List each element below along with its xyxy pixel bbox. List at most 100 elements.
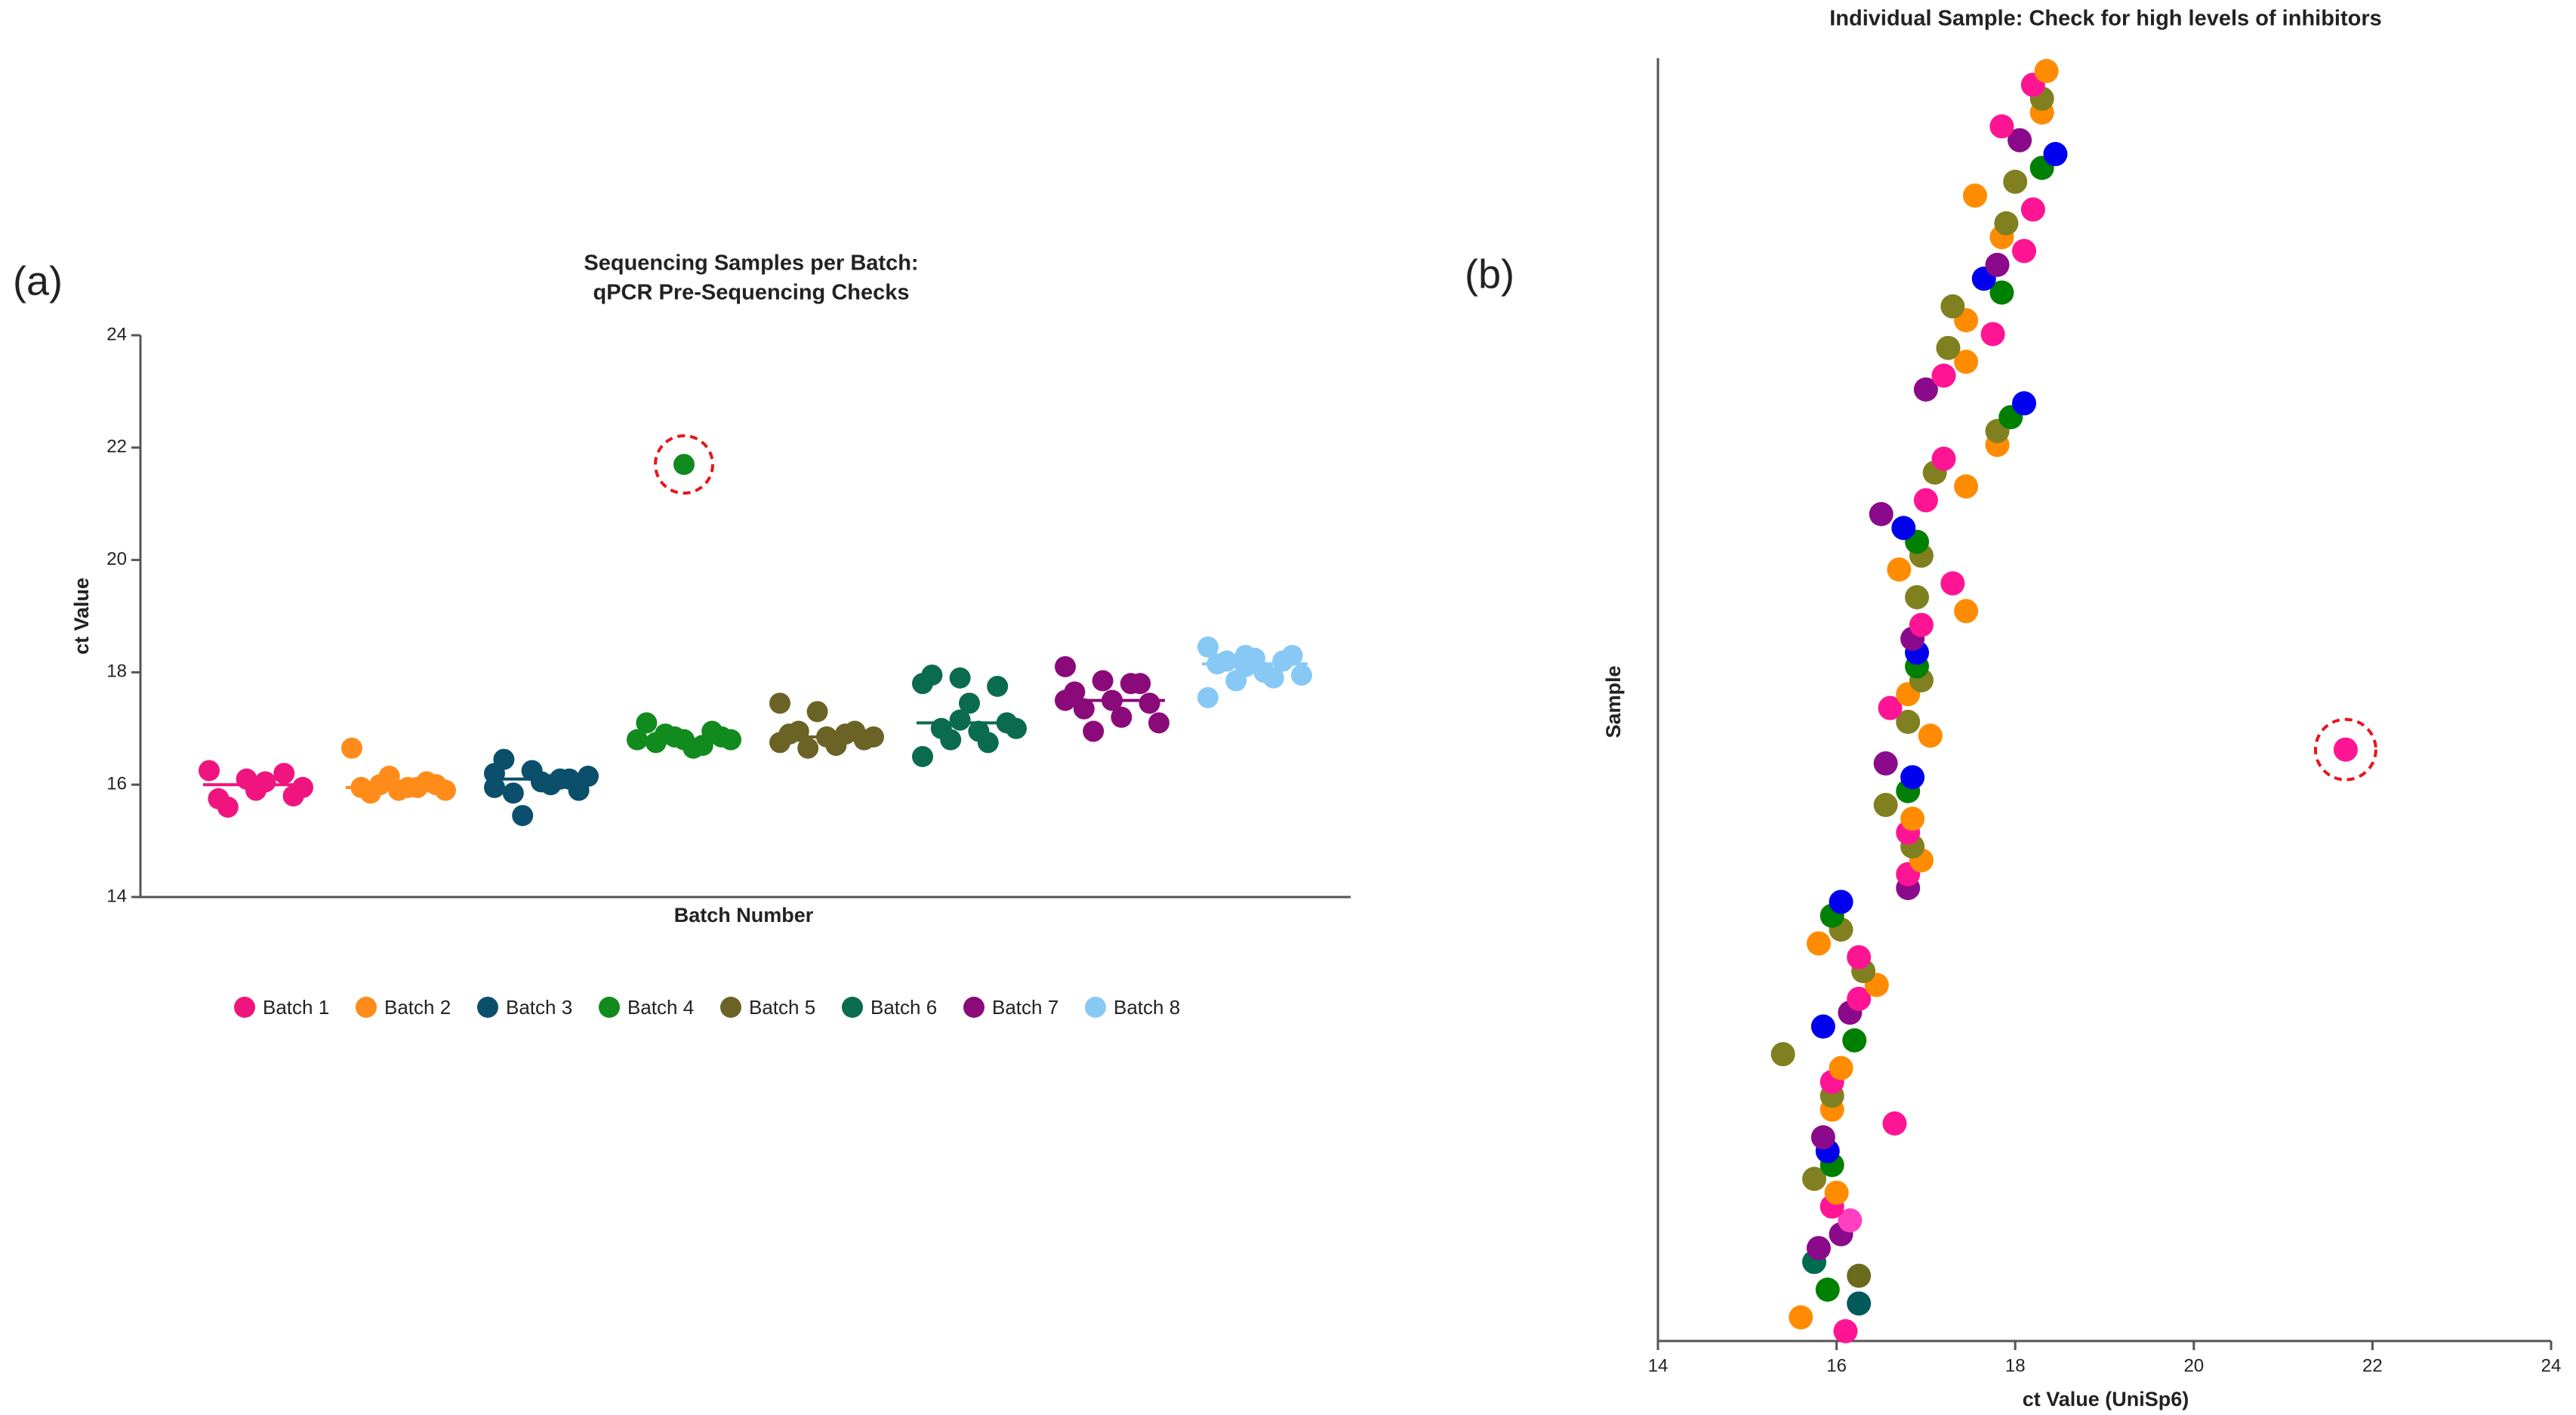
data-point <box>1789 1305 1813 1330</box>
highlight-ring <box>654 434 714 495</box>
data-point <box>1810 1125 1835 1150</box>
data-point <box>1838 1208 1863 1233</box>
data-point <box>273 763 295 785</box>
data-point <box>1055 689 1076 711</box>
data-point <box>1111 706 1132 728</box>
data-point <box>1918 723 1943 748</box>
data-point <box>977 732 999 754</box>
x-tick-label: 16 <box>1826 1355 1847 1376</box>
legend-swatch <box>234 997 255 1018</box>
legend-label: Batch 2 <box>384 996 451 1019</box>
x-axis-label: ct Value (UniSp6) <box>2023 1388 2189 1410</box>
data-point <box>1873 751 1898 776</box>
data-point <box>1954 599 1979 624</box>
data-point <box>2003 169 2028 194</box>
data-point <box>1148 712 1169 734</box>
legend-swatch <box>477 997 498 1018</box>
data-point <box>1882 1111 1907 1136</box>
x-tick-label: 22 <box>2362 1355 2383 1376</box>
data-point <box>1842 1028 1867 1053</box>
data-point <box>493 748 515 770</box>
data-point <box>1847 986 1872 1011</box>
data-point <box>1847 945 1872 970</box>
data-point <box>1847 1291 1872 1316</box>
data-point <box>1913 377 1938 402</box>
data-point <box>769 692 790 714</box>
data-point <box>1954 474 1979 499</box>
data-point <box>578 766 599 788</box>
data-point <box>292 776 313 798</box>
data-point <box>673 454 695 476</box>
data-point <box>636 712 658 734</box>
y-axis-label: Sample <box>1602 665 1625 738</box>
data-point <box>2034 59 2059 83</box>
data-point <box>1139 692 1160 714</box>
data-point <box>1197 686 1219 708</box>
data-point <box>217 796 239 818</box>
y-tick-label: 18 <box>106 661 127 682</box>
data-point <box>1083 720 1105 742</box>
data-point <box>787 720 809 742</box>
chart-title: Sequencing Samples per Batch: <box>584 251 918 276</box>
data-point <box>769 732 790 754</box>
data-point <box>1900 806 1925 831</box>
data-point <box>959 692 980 714</box>
data-point <box>2043 142 2068 167</box>
y-axis-label: ct Value <box>70 578 93 655</box>
data-point <box>406 776 428 798</box>
data-point <box>1878 695 1903 720</box>
data-point <box>1931 363 1956 388</box>
data-point <box>1873 793 1898 818</box>
data-point <box>1073 698 1095 720</box>
legend-label: Batch 7 <box>992 996 1058 1019</box>
data-point <box>2012 391 2037 416</box>
legend-swatch <box>842 997 863 1018</box>
data-point <box>1291 664 1312 686</box>
panel-label: (b) <box>1465 251 1514 297</box>
data-point <box>1936 335 1961 360</box>
data-point <box>1006 717 1027 739</box>
y-tick-label: 16 <box>106 774 127 794</box>
data-point <box>1833 1319 1858 1343</box>
data-point <box>1092 670 1114 692</box>
data-point <box>1829 889 1853 914</box>
data-point <box>2007 128 2032 153</box>
data-point <box>1980 322 2005 347</box>
data-point <box>2333 737 2358 762</box>
legend-swatch <box>1085 997 1106 1018</box>
data-point <box>1262 667 1284 689</box>
x-tick-label: 18 <box>2005 1355 2026 1376</box>
data-point <box>1891 516 1916 541</box>
data-point <box>2020 197 2045 222</box>
data-point <box>1197 636 1219 658</box>
data-point <box>1824 1180 1849 1205</box>
x-tick-label: 14 <box>1648 1355 1669 1376</box>
data-point <box>627 729 648 751</box>
panel-label: (a) <box>13 258 63 304</box>
legend-swatch <box>599 997 620 1018</box>
data-point <box>435 779 456 801</box>
data-point <box>199 760 220 781</box>
data-point <box>921 664 943 686</box>
data-point <box>1989 280 2014 305</box>
data-point <box>1055 655 1076 677</box>
data-point <box>949 709 971 731</box>
legend-label: Batch 5 <box>749 996 815 1019</box>
data-point <box>341 737 362 759</box>
data-point <box>1905 584 1930 609</box>
data-point <box>1985 252 2010 277</box>
data-point <box>254 771 276 793</box>
data-point <box>1802 1167 1827 1191</box>
legend-swatch <box>963 997 984 1018</box>
data-point <box>1869 501 1893 526</box>
data-point <box>1909 612 1934 637</box>
data-point <box>484 776 505 798</box>
data-point <box>369 774 391 796</box>
data-point <box>2012 239 2037 264</box>
x-tick-label: 24 <box>2541 1355 2562 1376</box>
y-tick-label: 22 <box>106 436 127 457</box>
chart-title: qPCR Pre-Sequencing Checks <box>593 281 910 305</box>
highlight-ring <box>2313 717 2377 781</box>
data-point <box>1806 931 1831 956</box>
legend-label: Batch 6 <box>870 996 937 1019</box>
